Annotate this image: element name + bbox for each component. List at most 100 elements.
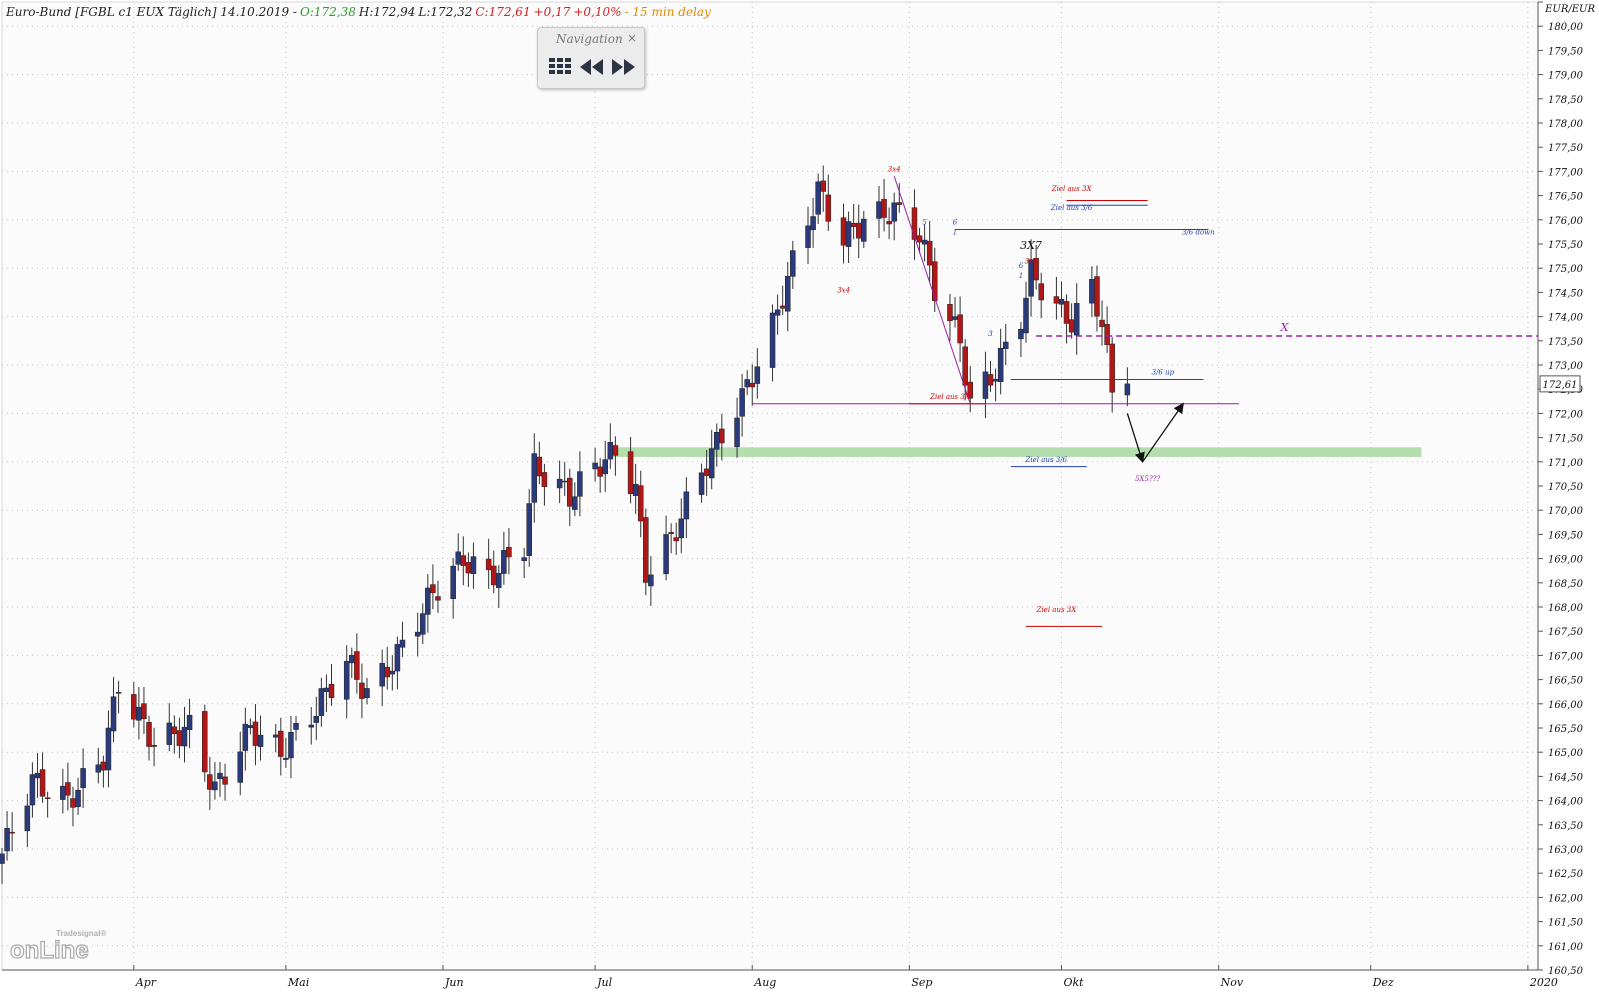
close-icon[interactable]: × bbox=[626, 31, 637, 45]
price-tick-label: 171,00 bbox=[1548, 458, 1584, 469]
candle-body bbox=[744, 379, 750, 388]
candle bbox=[1033, 244, 1039, 290]
candle bbox=[521, 547, 527, 579]
candle-body bbox=[825, 194, 832, 222]
grid-icon[interactable] bbox=[548, 56, 574, 78]
candle bbox=[967, 366, 973, 413]
chart-annotation: 3X7 bbox=[1020, 239, 1042, 252]
candle-body bbox=[105, 727, 112, 771]
candle-body bbox=[9, 831, 15, 834]
logo-tagline: Tradesignal® bbox=[56, 929, 106, 938]
price-tick-label: 178,00 bbox=[1548, 119, 1584, 130]
pattern-number: 6 bbox=[1019, 262, 1024, 270]
price-tick-label: 180,00 bbox=[1548, 22, 1584, 33]
candle-body bbox=[257, 734, 264, 747]
candle bbox=[648, 555, 654, 606]
candle-body bbox=[541, 472, 548, 487]
candle bbox=[947, 293, 953, 342]
candle bbox=[911, 189, 918, 260]
candle bbox=[318, 677, 325, 727]
pattern-number: 3 bbox=[988, 330, 993, 338]
fast-forward-icon[interactable] bbox=[610, 56, 636, 78]
currency-label: EUR/EUR bbox=[1544, 4, 1595, 15]
candle bbox=[1109, 337, 1115, 413]
candle-body bbox=[643, 517, 649, 583]
candle bbox=[115, 680, 122, 714]
candle-body bbox=[1099, 319, 1105, 327]
candle bbox=[1038, 272, 1044, 319]
candle-body bbox=[1053, 296, 1060, 304]
candle-body bbox=[465, 562, 472, 574]
chart-header: Euro-Bund [FGBL c1 EUX Täglich] 14.10.20… bbox=[6, 5, 714, 19]
candle bbox=[577, 451, 583, 517]
candle-body bbox=[1023, 297, 1029, 334]
candle-body bbox=[932, 261, 938, 302]
arrow bbox=[1142, 402, 1184, 463]
candle bbox=[926, 220, 933, 283]
candle bbox=[845, 211, 852, 263]
price-tick-label: 178,50 bbox=[1548, 95, 1584, 106]
chart-annotation: 3/6 up bbox=[1152, 369, 1175, 377]
candle-body bbox=[186, 715, 193, 730]
candle-body bbox=[987, 374, 994, 386]
candle-body bbox=[840, 217, 847, 246]
candle bbox=[719, 413, 725, 461]
candle-body bbox=[982, 371, 989, 399]
price-tick-label: 174,50 bbox=[1548, 288, 1584, 299]
candle-body bbox=[876, 201, 882, 219]
change-value: +0,17 bbox=[533, 5, 571, 19]
candle-body bbox=[997, 348, 1004, 382]
candle-body bbox=[308, 724, 314, 728]
candle bbox=[293, 716, 299, 741]
price-tick-label: 161,00 bbox=[1548, 942, 1584, 953]
candle-body bbox=[44, 797, 51, 799]
candle-body bbox=[60, 785, 66, 800]
month-label: 2020 bbox=[1529, 976, 1558, 989]
candle bbox=[278, 717, 284, 776]
candle bbox=[506, 528, 512, 575]
price-tick-label: 179,50 bbox=[1548, 46, 1584, 57]
candle-body bbox=[947, 304, 953, 322]
candle-body bbox=[146, 722, 152, 747]
navigation-title: Navigation bbox=[556, 32, 623, 46]
trend-line bbox=[893, 176, 971, 404]
candle-body bbox=[632, 484, 639, 496]
candle-body bbox=[389, 670, 396, 675]
candle-body bbox=[521, 557, 527, 562]
candle bbox=[678, 498, 685, 554]
candle-body bbox=[354, 651, 360, 680]
price-tick-label: 167,50 bbox=[1548, 627, 1584, 638]
candle bbox=[673, 522, 679, 555]
candle bbox=[815, 173, 821, 225]
candle-body bbox=[384, 666, 391, 678]
month-label: Jul bbox=[595, 976, 612, 989]
candle bbox=[784, 261, 791, 332]
low-value: L:172,32 bbox=[418, 5, 473, 19]
candle-body bbox=[420, 613, 426, 635]
candle-body bbox=[1094, 276, 1100, 317]
candle-body bbox=[318, 688, 325, 716]
price-tick-label: 162,00 bbox=[1548, 893, 1584, 904]
candle-body bbox=[151, 745, 157, 747]
price-tick-label: 179,00 bbox=[1548, 71, 1584, 82]
candle bbox=[450, 558, 456, 619]
candle-body bbox=[65, 782, 71, 796]
candle-body bbox=[80, 768, 86, 789]
month-label: Dez bbox=[1372, 976, 1394, 989]
candle-body bbox=[39, 769, 46, 797]
month-label: Sep bbox=[911, 976, 932, 989]
rewind-icon[interactable] bbox=[579, 56, 605, 78]
candle bbox=[572, 482, 578, 517]
candle bbox=[749, 364, 756, 406]
month-label: Jun bbox=[443, 976, 464, 989]
candle bbox=[212, 762, 218, 800]
price-tick-label: 174,00 bbox=[1548, 313, 1584, 324]
candle-body bbox=[714, 432, 720, 450]
candle-body bbox=[202, 711, 208, 773]
candle-body bbox=[349, 654, 355, 664]
candle-body bbox=[556, 478, 563, 489]
chart-annotation: X bbox=[1280, 321, 1290, 334]
candle bbox=[668, 523, 674, 554]
price-tick-label: 176,50 bbox=[1548, 192, 1584, 203]
